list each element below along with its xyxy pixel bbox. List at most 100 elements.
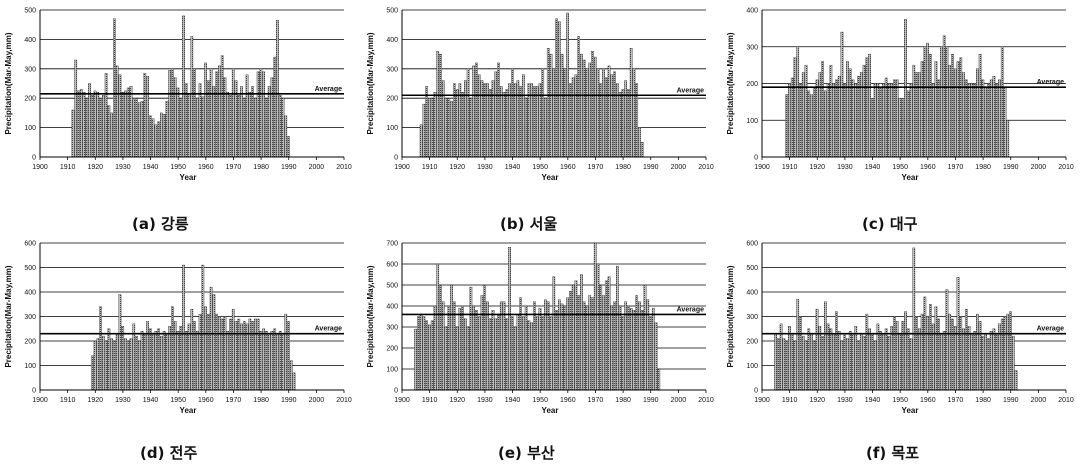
y-axis-label: Precipitation(Mar-May,mm): [366, 265, 375, 367]
bar: [430, 98, 434, 158]
bar: [832, 83, 835, 158]
x-tick-label: 1920: [809, 164, 825, 171]
average-label: Average: [677, 306, 704, 313]
y-tick-label: 600: [24, 241, 36, 248]
bar: [90, 355, 94, 391]
bar: [1000, 318, 1004, 391]
bar: [251, 86, 254, 158]
bar: [179, 326, 183, 391]
bar: [640, 142, 644, 158]
bar: [516, 314, 520, 391]
x-tick-label: 1980: [975, 397, 991, 404]
bar: [893, 79, 896, 158]
y-tick-label: 400: [746, 8, 758, 15]
bar: [530, 322, 534, 391]
bar: [168, 70, 172, 158]
x-tick-label: 1990: [643, 397, 659, 404]
bar: [218, 65, 221, 158]
bar: [873, 83, 877, 158]
bar: [953, 68, 957, 158]
x-tick-label: 1980: [253, 397, 269, 404]
bar: [807, 328, 811, 391]
bar: [865, 313, 869, 391]
bar: [505, 318, 509, 391]
bar: [538, 307, 542, 391]
bar: [505, 89, 509, 158]
bar: [992, 75, 996, 158]
bar: [248, 318, 252, 391]
x-tick-label: 1960: [198, 397, 214, 404]
x-tick-label: 1930: [837, 397, 853, 404]
x-tick-label: 1930: [477, 164, 493, 171]
y-tick-label: 200: [24, 339, 36, 346]
x-tick-label: 1980: [975, 164, 991, 171]
y-tick-label: 400: [24, 37, 36, 44]
bar: [904, 311, 907, 391]
bar: [259, 331, 263, 391]
bar: [942, 331, 946, 391]
bar: [129, 86, 133, 158]
x-axis-label: Year: [902, 406, 919, 415]
bar: [546, 48, 550, 158]
y-tick-label: 200: [746, 339, 758, 346]
bar: [857, 340, 860, 391]
bar: [549, 316, 553, 391]
bar: [959, 316, 963, 391]
x-tick-label: 1940: [505, 397, 521, 404]
bar: [276, 20, 279, 158]
y-tick-label: 600: [746, 241, 758, 248]
bar: [917, 72, 921, 158]
bar: [574, 74, 578, 158]
bar: [821, 61, 824, 158]
bar: [569, 291, 572, 391]
bar: [276, 333, 279, 391]
bar: [107, 105, 111, 158]
y-tick-label: 600: [386, 262, 398, 269]
bar: [599, 284, 603, 391]
bar: [995, 83, 999, 158]
bar: [793, 57, 797, 158]
bar: [613, 71, 616, 158]
bar: [436, 50, 440, 158]
bar: [96, 338, 100, 391]
bar: [995, 333, 999, 391]
bar: [824, 90, 827, 158]
bar: [439, 284, 442, 391]
bar: [461, 305, 464, 391]
bar: [176, 331, 180, 391]
bar: [450, 100, 453, 158]
bar: [967, 83, 971, 158]
bar: [912, 247, 916, 391]
bar: [74, 59, 78, 158]
bar: [785, 340, 789, 391]
bar: [846, 61, 849, 158]
bar: [884, 77, 888, 158]
bar: [151, 118, 155, 158]
bar: [251, 321, 254, 391]
bar: [287, 136, 290, 158]
bar: [140, 331, 144, 391]
bar: [571, 284, 575, 391]
bar: [422, 316, 426, 391]
bar: [425, 320, 429, 391]
bar: [557, 21, 561, 158]
bar: [552, 68, 556, 158]
bar: [774, 333, 777, 391]
bar: [173, 77, 177, 158]
bar: [870, 98, 874, 158]
x-tick-label: 2000: [309, 164, 325, 171]
bar: [242, 321, 246, 391]
x-tick-label: 1990: [1003, 164, 1019, 171]
bar: [815, 79, 819, 158]
bar: [577, 36, 581, 158]
bar: [212, 294, 216, 391]
bar: [193, 321, 196, 391]
bar: [226, 331, 230, 391]
bar: [190, 308, 194, 391]
bar: [812, 87, 816, 158]
y-tick-label: 0: [754, 155, 758, 162]
x-tick-label: 1940: [865, 164, 881, 171]
chart-caption-b: (b) 서울: [500, 215, 558, 233]
bar: [895, 321, 899, 391]
bar: [978, 53, 982, 158]
